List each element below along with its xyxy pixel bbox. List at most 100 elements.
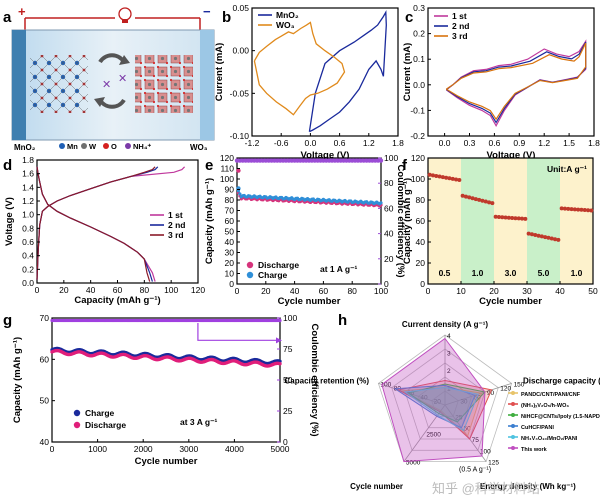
mno2-crystal [30, 55, 88, 113]
mno2-label: MnO₂ [14, 143, 36, 152]
x-tick-label: 20 [261, 286, 271, 296]
radar-ring [377, 334, 513, 463]
radar-tick-label: 20 [434, 399, 442, 406]
y-tick-label: 100 [411, 174, 425, 184]
efficiency-point [278, 318, 282, 323]
x-tick-label: 20 [59, 285, 69, 295]
rate-capacity-point [470, 196, 475, 201]
legend-label: 3 rd [452, 31, 468, 41]
cv-cycle-1 [445, 39, 587, 128]
y-tick-label: 70 [225, 206, 235, 216]
first-cycle-point [236, 168, 241, 173]
x-tick-label: 80 [347, 286, 357, 296]
radar-tick-label: 30 [460, 399, 468, 406]
rate-capacity-point [533, 233, 538, 237]
discharge-curve-1 [36, 166, 156, 282]
rate-annotation: at 3 A g⁻¹ [180, 417, 218, 427]
efficiency-arrow [197, 322, 276, 341]
x-tick-label: 100 [374, 286, 388, 296]
radar-series-1 [399, 386, 483, 438]
rate-capacity-point [503, 215, 508, 220]
radar-axis-label: Discharge capacity (mAh g⁻¹) [523, 376, 600, 385]
x-tick-label: 0 [426, 286, 431, 296]
rate-capacity-point [493, 214, 498, 219]
legend-marker [246, 271, 254, 279]
radar-spoke [444, 404, 487, 462]
rate-capacity-point [496, 215, 501, 220]
y-tick-label: 60 [416, 216, 426, 226]
y-tick-label: -0.05 [230, 88, 250, 98]
panel-a: a + − ✕ ✕ MnO₂ WO₃ Mn W O NH₄⁺ [3, 4, 215, 152]
radar-legend-label: This work [521, 447, 548, 453]
y-tick-label: 110 [220, 164, 234, 174]
x-axis-label: Voltage (V) [301, 150, 350, 161]
unit-annotation: Unit:A g⁻¹ [547, 164, 587, 174]
radar-tick-label: 1 [447, 386, 451, 393]
x-tick-label: 0.6 [334, 138, 346, 148]
capacity-point-discharge [278, 362, 282, 366]
y-tick-label: 80 [225, 195, 235, 205]
x-tick-label: 1.8 [588, 138, 600, 148]
y-tick-label: 0.2 [22, 264, 34, 274]
rate-capacity-point [450, 176, 455, 181]
electrode-left [12, 30, 26, 140]
radar-series-5 [403, 386, 479, 432]
x-tick-label: 40 [86, 285, 96, 295]
rate-capacity-point [526, 231, 531, 236]
rate-label: 1.0 [472, 268, 484, 278]
x-tick-label: 60 [113, 285, 123, 295]
x-tick-label: 40 [290, 286, 300, 296]
y-axis-label: Capacity (mAh g⁻¹) [204, 178, 215, 264]
y2-tick-label: 0 [384, 279, 389, 289]
x-tick-label: 100 [164, 285, 178, 295]
plot-frame [427, 7, 595, 137]
panel-letter-b: b [222, 9, 231, 26]
rate-capacity-point [506, 215, 511, 220]
rate-label: 5.0 [538, 268, 550, 278]
rate-capacity-point [437, 174, 442, 179]
radar-tick-label: 40 [420, 394, 428, 401]
legend-label: MnO₂ [276, 10, 299, 20]
legend-label: 1 st [168, 210, 183, 220]
x-tick-label: 120 [191, 285, 205, 295]
rate-capacity-point [539, 234, 544, 239]
rate-capacity-point [546, 235, 551, 240]
radar-tick-label: 80 [394, 386, 402, 393]
x-tick-label: 5000 [271, 444, 290, 454]
rate-capacity-point [582, 208, 587, 213]
legend-atom-label: NH₄⁺ [133, 142, 151, 151]
y-tick-label: 0.0 [22, 278, 34, 288]
legend-label: Discharge [85, 420, 126, 430]
radar-tick-label: 3 [447, 351, 451, 358]
radar-tick-label: 2 [447, 368, 451, 375]
y2-axis-label: Coulombic efficiency (%) [309, 324, 320, 437]
y-axis-label: Voltage (V) [4, 197, 15, 246]
panel-f: f 0.5 1.0 3.0 5.0 1.0 0 10 20 30 40 50 0 20 40 60 80 100… [402, 153, 598, 307]
rate-capacity-point [576, 207, 581, 212]
rate-capacity-point [589, 208, 594, 213]
radar-axis-label: Capacity retention (%) [285, 376, 370, 385]
x-axis-label: Cycle number [278, 296, 341, 307]
radar-tick-label: 60 [474, 394, 482, 401]
x-tick-label: 20 [489, 286, 499, 296]
rate-capacity-point [440, 175, 445, 180]
charge-curve-1 [36, 166, 186, 280]
legend-label: Charge [258, 270, 288, 280]
y-tick-label: 0.1 [413, 54, 425, 64]
legend-atom-marker [125, 143, 131, 149]
radar-tick-label: 60 [407, 390, 415, 397]
y-tick-label: 30 [225, 248, 235, 258]
rate-capacity-point [516, 216, 521, 221]
y-tick-label: 0.05 [232, 3, 249, 13]
rate-capacity-point [513, 216, 518, 221]
cycle-arrows-icon [94, 53, 130, 109]
rate-capacity-point [434, 173, 439, 178]
rate-band [494, 158, 527, 284]
radar-axis-label: Current density (A g⁻¹) [402, 320, 488, 329]
charge-curve-2 [36, 166, 159, 280]
panel-letter-d: d [3, 157, 12, 174]
x-tick-label: 40 [555, 286, 565, 296]
rate-capacity-point [553, 237, 558, 242]
rate-capacity-point [473, 197, 478, 202]
rate-label: 3.0 [505, 268, 517, 278]
